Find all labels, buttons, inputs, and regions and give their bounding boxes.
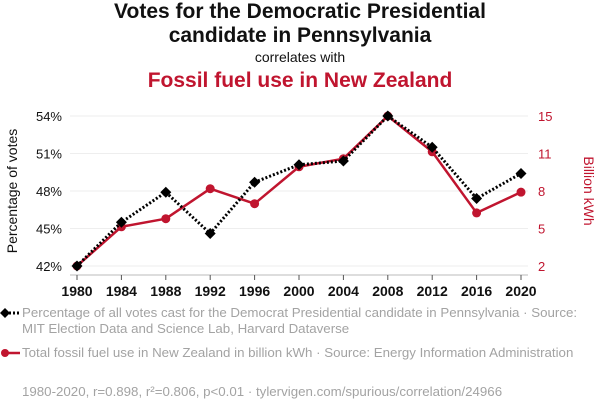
x-tick-label: 1984 — [106, 283, 137, 299]
chart-subtitle: Fossil fuel use in New Zealand — [147, 69, 453, 92]
y-right-tick-label: 11 — [538, 147, 552, 162]
votes-point — [204, 228, 216, 239]
votes-point — [515, 168, 527, 179]
y-left-tick-label: 54% — [36, 109, 62, 124]
votes-point — [249, 176, 261, 188]
fossil-fuel-point — [161, 214, 171, 224]
fossil-fuel-point — [516, 187, 526, 197]
x-tick-label: 2012 — [417, 283, 448, 299]
votes-point — [71, 260, 83, 272]
line-chart: 1980 1984 1988 1992 1996 2000 2004 2008 2012 2016… — [4, 109, 597, 299]
y-left-tick-label: 51% — [36, 147, 62, 162]
x-tick-label: 1996 — [239, 283, 270, 299]
y-left-tick-label: 48% — [36, 184, 62, 199]
legend-swatch-votes — [0, 308, 21, 318]
legend-text-votes: Percentage of all votes cast for the Dem… — [22, 305, 578, 336]
votes-point — [293, 159, 305, 171]
gridlines — [70, 115, 528, 267]
x-axis-ticks: 1980 1984 1988 1992 1996 2000 2004 2008 2012 2016… — [61, 275, 537, 299]
y-axis-right-label: Billion kWh — [581, 156, 597, 225]
fossil-fuel-point — [205, 184, 215, 194]
legend-swatch-fossil-fuel — [1, 349, 20, 357]
votes-point — [115, 216, 127, 228]
footer-stats: 1980-2020, r=0.898, r²=0.806, p<0.01 · t… — [22, 384, 503, 399]
x-tick-label: 2008 — [372, 283, 403, 299]
y-axis-left: 42% 45% 48% 51% 54% — [36, 109, 62, 274]
votes-point — [382, 110, 394, 122]
x-tick-label: 2016 — [461, 283, 492, 299]
legend-text-fossil-fuel: Total fossil fuel use in New Zealand in … — [22, 345, 574, 360]
x-tick-label: 1980 — [61, 283, 92, 299]
y-right-tick-label: 2 — [538, 259, 545, 274]
votes-point — [471, 193, 483, 204]
x-tick-label: 2004 — [328, 283, 359, 299]
y-axis-left-label: Percentage of votes — [4, 129, 20, 254]
chart-title-line-2: candidate in Pennsylvania — [168, 24, 432, 47]
y-axis-right: 2 5 8 11 15 — [538, 109, 552, 274]
x-tick-label: 1992 — [195, 283, 226, 299]
series-votes — [71, 110, 527, 272]
y-right-tick-label: 15 — [538, 109, 552, 124]
x-tick-label: 2020 — [505, 283, 536, 299]
chart-title-line-1: Votes for the Democratic Presidential — [114, 0, 486, 23]
y-left-tick-label: 42% — [36, 259, 62, 274]
votes-point — [337, 155, 349, 167]
y-right-tick-label: 5 — [538, 222, 545, 237]
x-tick-label: 1988 — [150, 283, 181, 299]
y-right-tick-label: 8 — [538, 184, 545, 199]
chart-title: Votes for the Democratic Presidential ca… — [0, 0, 600, 48]
connector-text: correlates with — [254, 49, 346, 65]
votes-point — [160, 186, 172, 198]
y-left-tick-label: 45% — [36, 222, 62, 237]
votes-point — [426, 141, 438, 153]
x-tick-label: 2000 — [283, 283, 314, 299]
fossil-fuel-point — [250, 199, 260, 209]
fossil-fuel-point — [472, 208, 482, 218]
